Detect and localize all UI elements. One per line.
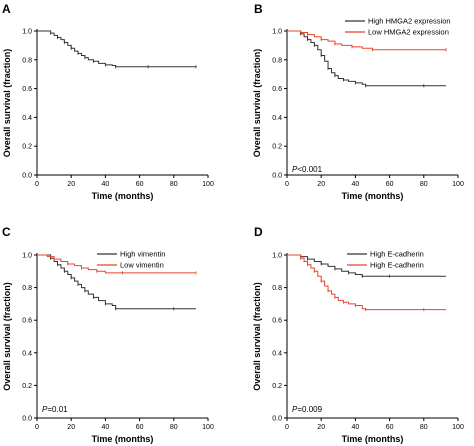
panel-letter: D — [254, 225, 263, 239]
y-tick-label: 0.8 — [272, 57, 282, 64]
x-tick-label: 0 — [35, 424, 39, 431]
survival-curve-red — [37, 254, 197, 274]
y-tick-label: 0.6 — [272, 318, 282, 325]
y-tick-label: 1.0 — [272, 253, 282, 260]
x-tick-label: 0 — [285, 181, 289, 188]
p-value-number: <0.001 — [297, 165, 322, 174]
panel-letter: B — [254, 2, 263, 16]
y-axis-title: Overall survival (fraction) — [252, 282, 262, 391]
y-tick-label: 0.0 — [22, 416, 32, 423]
panel-d: D 0 20 40 60 80 100 0.0 0.2 0.4 0.6 0.8 1.0 Time (mon… — [252, 225, 464, 444]
p-value-number: =0.01 — [47, 405, 68, 414]
x-tick-label: 80 — [170, 424, 178, 431]
panel-letter: C — [2, 225, 11, 239]
x-tick-label: 20 — [67, 181, 75, 188]
x-tick-label: 80 — [420, 181, 428, 188]
y-tick-label: 0.2 — [22, 383, 32, 390]
y-tick-label: 0.2 — [22, 144, 32, 151]
p-value-prefix: P — [42, 405, 48, 414]
y-tick-label: 0.2 — [272, 144, 282, 151]
x-tick-label: 20 — [317, 424, 325, 431]
p-value-prefix: P — [292, 165, 298, 174]
x-tick-label: 100 — [452, 181, 464, 188]
x-tick-label: 40 — [352, 181, 360, 188]
survival-curve-black — [287, 30, 447, 87]
y-tick-label: 0.6 — [22, 86, 32, 93]
panel-c: C 0 20 40 60 80 100 0.0 0.2 0.4 0.6 0.8 1.0 Time (mon… — [2, 225, 214, 444]
y-tick-label: 1.0 — [272, 29, 282, 36]
y-tick-label: 0.2 — [272, 383, 282, 390]
legend-label: High vimentin — [120, 250, 165, 259]
x-tick-label: 40 — [352, 424, 360, 431]
y-tick-label: 0.8 — [22, 285, 32, 292]
y-tick-label: 0.6 — [22, 318, 32, 325]
y-tick-label: 0.0 — [272, 416, 282, 423]
y-tick-label: 0.8 — [272, 285, 282, 292]
x-tick-label: 60 — [386, 181, 394, 188]
y-tick-label: 1.0 — [22, 253, 32, 260]
x-tick-label: 20 — [67, 424, 75, 431]
y-tick-label: 0.4 — [22, 350, 32, 357]
p-value-prefix: P — [292, 405, 298, 414]
y-axis-title: Overall survival (fraction) — [2, 49, 12, 158]
y-tick-label: 0.4 — [272, 115, 282, 122]
x-tick-label: 100 — [452, 424, 464, 431]
x-tick-label: 100 — [202, 181, 214, 188]
panel-a: A 0 20 40 60 80 100 0.0 0.2 0.4 0.6 0.8 1.0 Time (mon… — [2, 2, 214, 201]
y-tick-label: 0.4 — [272, 350, 282, 357]
legend-label: High HMGA2 expression — [368, 17, 451, 26]
panel-letter: A — [2, 2, 11, 16]
p-value: P<0.001 — [292, 165, 323, 174]
x-tick-label: 60 — [136, 424, 144, 431]
x-tick-label: 40 — [102, 181, 110, 188]
survival-curve-black — [37, 254, 197, 310]
x-tick-label: 60 — [386, 424, 394, 431]
x-axis-title: Time (months) — [342, 434, 404, 444]
p-value: P=0.009 — [292, 405, 323, 414]
y-tick-label: 0.4 — [22, 115, 32, 122]
x-tick-label: 0 — [285, 424, 289, 431]
x-tick-label: 80 — [420, 424, 428, 431]
x-tick-label: 20 — [317, 181, 325, 188]
legend-label: Low vimentin — [120, 261, 164, 270]
x-tick-label: 100 — [202, 424, 214, 431]
x-tick-label: 60 — [136, 181, 144, 188]
y-tick-label: 0.0 — [272, 173, 282, 180]
y-tick-label: 0.0 — [22, 173, 32, 180]
y-axis-title: Overall survival (fraction) — [2, 282, 12, 391]
p-value-number: =0.009 — [297, 405, 322, 414]
x-axis-title: Time (months) — [92, 434, 154, 444]
y-tick-label: 1.0 — [22, 29, 32, 36]
p-value: P=0.01 — [42, 405, 68, 414]
x-tick-label: 40 — [102, 424, 110, 431]
legend-label: High E-cadherin — [370, 261, 424, 270]
panel-b: B 0 20 40 60 80 100 0.0 0.2 0.4 0.6 0.8 1.0 Time (mon… — [252, 2, 464, 201]
survival-curve-black — [37, 30, 197, 68]
legend-label: Low HMGA2 expression — [368, 28, 449, 37]
x-axis-title: Time (months) — [342, 191, 404, 201]
y-axis-title: Overall survival (fraction) — [252, 49, 262, 158]
x-tick-label: 80 — [170, 181, 178, 188]
legend-label: High E-cadherin — [370, 250, 424, 259]
x-tick-label: 0 — [35, 181, 39, 188]
x-axis-title: Time (months) — [92, 191, 154, 201]
y-tick-label: 0.8 — [22, 57, 32, 64]
y-tick-label: 0.6 — [272, 86, 282, 93]
